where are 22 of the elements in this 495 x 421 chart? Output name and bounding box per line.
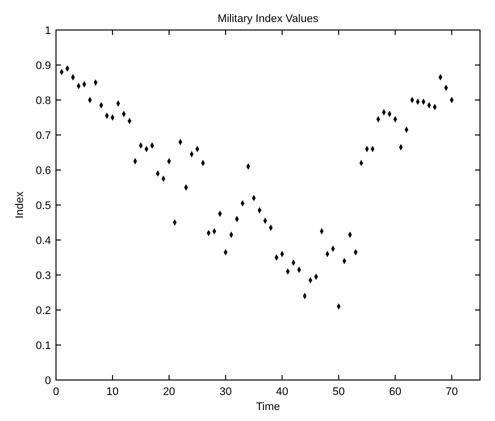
- y-tick-label: 1: [44, 24, 51, 37]
- x-tick-label: 20: [162, 386, 176, 398]
- y-tick-label: 0.5: [36, 200, 51, 212]
- y-axis-title: Index: [14, 191, 26, 218]
- x-tick-label: 40: [276, 386, 288, 398]
- x-tick-label: 10: [106, 386, 119, 398]
- y-tick-label: 0.8: [36, 94, 51, 107]
- chart-title: Military Index Values: [218, 13, 319, 25]
- y-tick-label: 0.4: [36, 234, 51, 247]
- y-tick-label: 0.7: [36, 130, 51, 142]
- x-tick-label: 30: [219, 386, 232, 398]
- x-axis-title: Time: [256, 401, 280, 413]
- y-tick-label: 0: [44, 374, 51, 387]
- x-tick-label: 0: [52, 386, 60, 398]
- y-tick-label: 0.2: [36, 304, 51, 317]
- x-tick-label: 60: [389, 386, 402, 398]
- y-tick-label: 0.9: [36, 60, 51, 72]
- y-tick-label: 0.3: [36, 270, 51, 282]
- y-tick-label: 0.6: [36, 164, 51, 177]
- x-tick-label: 50: [332, 386, 345, 398]
- x-tick-label: 70: [446, 386, 458, 398]
- y-tick-label: 0.1: [36, 340, 51, 352]
